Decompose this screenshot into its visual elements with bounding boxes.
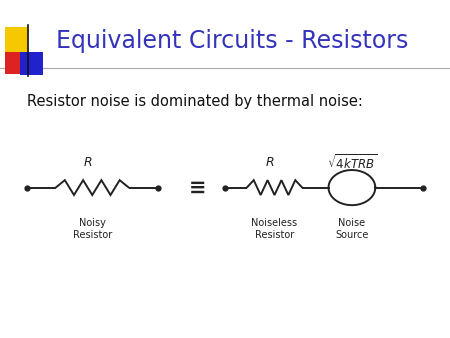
Text: Noiseless
Resistor: Noiseless Resistor — [252, 218, 297, 240]
Text: Noise
Source: Noise Source — [335, 218, 369, 240]
Text: Noisy
Resistor: Noisy Resistor — [72, 218, 112, 240]
Text: $\sqrt{4kTRB}$: $\sqrt{4kTRB}$ — [327, 153, 377, 172]
Text: Equivalent Circuits - Resistors: Equivalent Circuits - Resistors — [56, 28, 409, 53]
Text: Resistor noise is dominated by thermal noise:: Resistor noise is dominated by thermal n… — [27, 94, 363, 109]
Text: R: R — [83, 156, 92, 169]
FancyBboxPatch shape — [5, 52, 28, 74]
Text: ≡: ≡ — [189, 177, 207, 198]
FancyBboxPatch shape — [20, 52, 43, 75]
Text: R: R — [266, 156, 274, 169]
FancyBboxPatch shape — [5, 27, 28, 52]
